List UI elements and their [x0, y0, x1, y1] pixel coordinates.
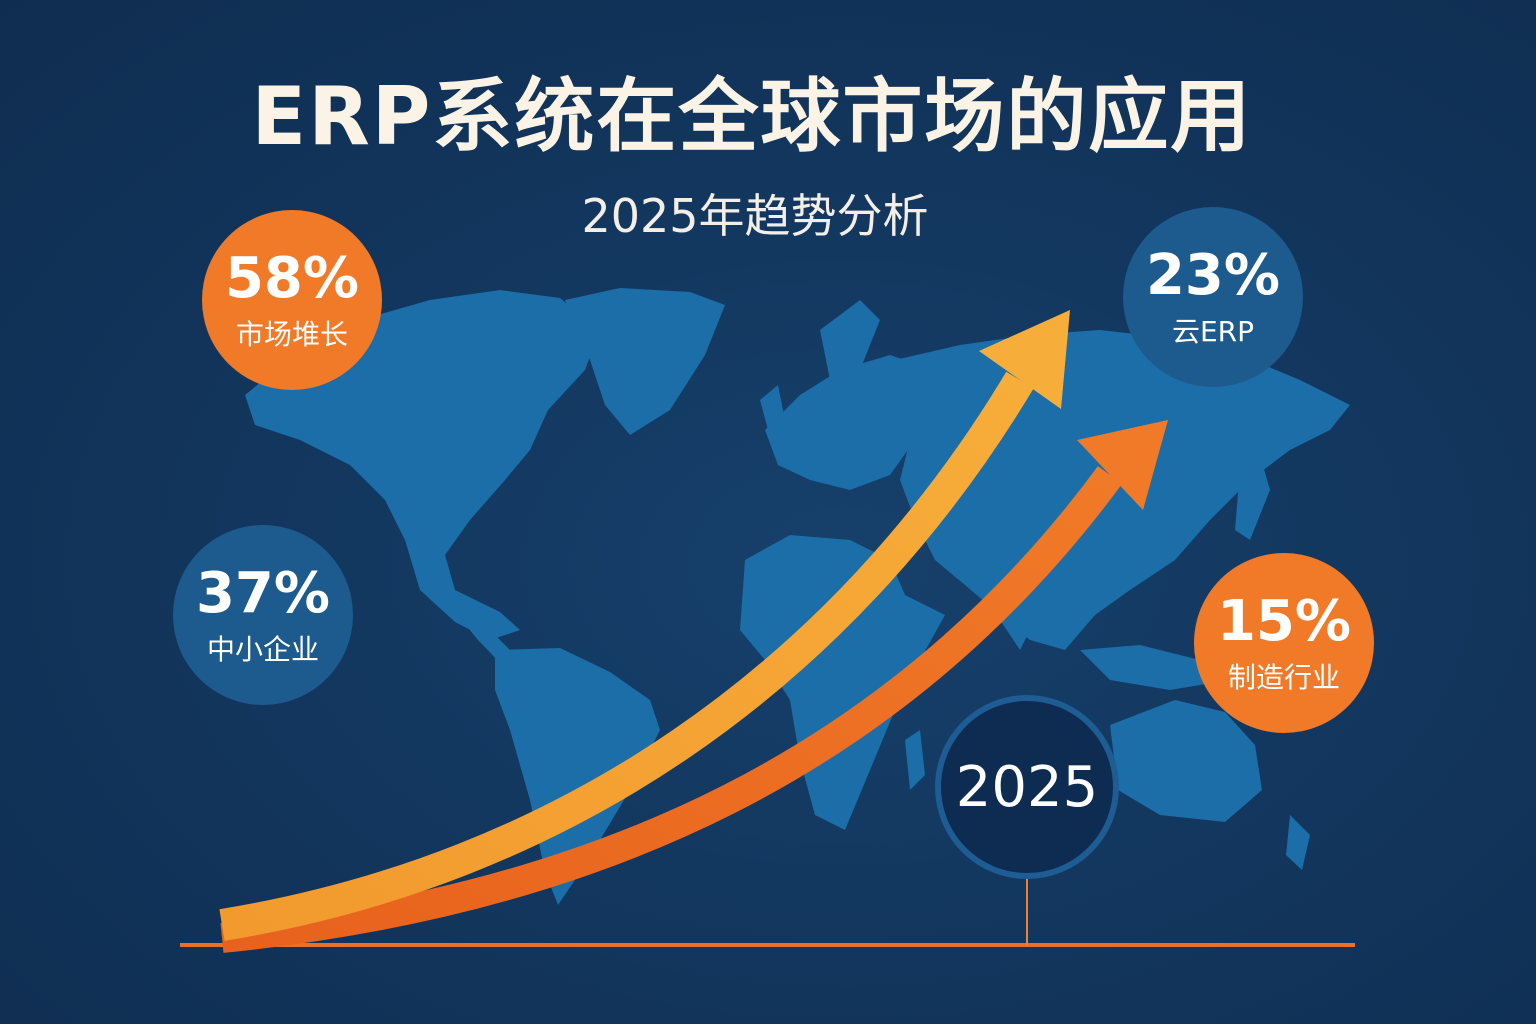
europe — [765, 355, 945, 490]
stat-label: 制造行业 — [1227, 661, 1340, 694]
stat-manufacturing: 15% 制造行业 — [1194, 553, 1374, 733]
japan — [1235, 455, 1270, 540]
africa — [740, 535, 945, 830]
greenland — [565, 288, 725, 435]
stat-value: 37% — [195, 561, 331, 626]
madagascar — [905, 730, 925, 790]
trend-arrow-primary — [219, 310, 1070, 941]
page-subtitle: 2025年趋势分析 — [581, 189, 929, 243]
uk — [760, 385, 785, 430]
stat-value: 58% — [224, 246, 360, 311]
australia — [1110, 700, 1262, 822]
stat-cloud-erp: 23% 云ERP — [1123, 207, 1303, 387]
stat-label: 云ERP — [1171, 315, 1255, 348]
south-america — [495, 648, 660, 905]
southeast-asia-islands — [1080, 645, 1230, 690]
stat-sme: 37% 中小企业 — [173, 525, 353, 705]
stat-market-growth: 58% 市场堆长 — [202, 210, 382, 390]
stat-label: 市场堆长 — [235, 318, 348, 351]
scandinavia — [820, 300, 880, 380]
timeline-year-badge: 2025 — [935, 695, 1119, 879]
new-zealand — [1286, 815, 1310, 870]
page-title: ERP系统在全球市场的应用 — [251, 70, 1253, 163]
stat-value: 15% — [1216, 589, 1352, 654]
central-america — [455, 590, 520, 668]
trend-arrow-secondary — [220, 420, 1168, 953]
stat-label: 中小企业 — [206, 633, 319, 666]
stat-value: 23% — [1145, 243, 1281, 308]
